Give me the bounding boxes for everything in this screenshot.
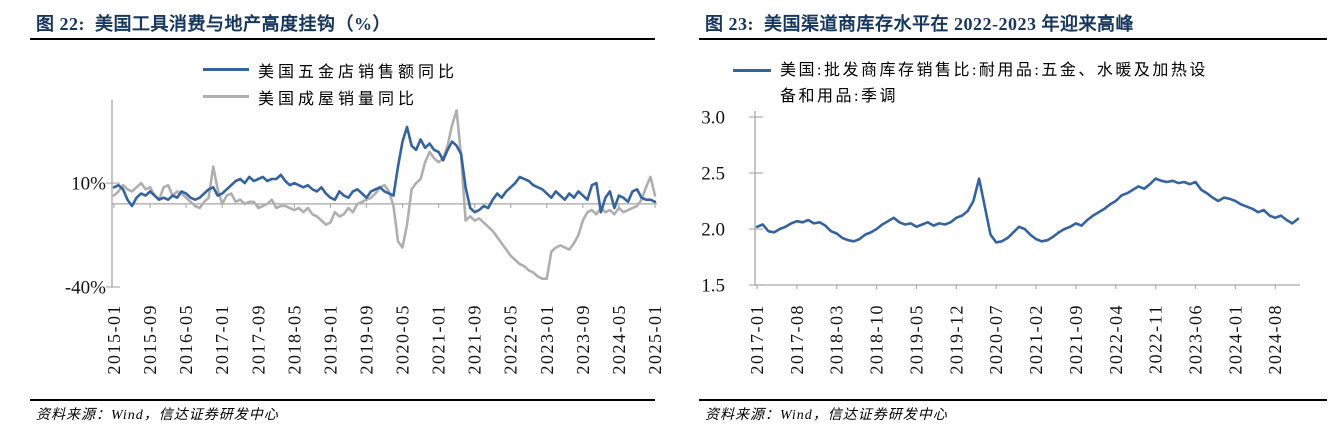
fig22-chart: 2015-01 2015-09 2016-05 2017-01 2017-09 2018-…	[65, 100, 665, 375]
fig23-title-rule	[699, 38, 1327, 41]
legend-label-existing-home-sales: 美国成屋销量同比	[258, 90, 419, 108]
x-tick-label: 2022-11	[1146, 304, 1166, 374]
x-tick-label: 2020-07	[986, 304, 1006, 375]
x-tick-label: 2023-09	[573, 304, 593, 375]
fig22-legend: 美国五金店销售额同比 美国成屋销量同比	[203, 56, 458, 110]
x-tick-label: 2018-05	[284, 304, 304, 375]
x-tick-label: 2025-01	[645, 304, 665, 375]
x-tick-label: 2021-02	[1026, 304, 1046, 375]
fig23-legend: 美国:批发商库存销售比:耐用品:五金、水暖及加热设备和用品:季调	[733, 58, 1210, 110]
x-tick-label: 2017-09	[248, 304, 268, 375]
y-tick-label: 2.5	[701, 164, 725, 185]
y-tick-label: 10%	[71, 174, 106, 195]
x-tick-label: 2017-01	[212, 304, 232, 375]
x-tick-label: 2021-09	[465, 304, 485, 375]
fig23-source-rule	[699, 399, 1327, 401]
y-tick-label: 2.0	[701, 220, 725, 241]
x-tick-label: 2021-09	[1066, 304, 1086, 375]
legend-item-hardware-sales: 美国五金店销售额同比	[203, 56, 458, 83]
x-tick-label: 2024-08	[1265, 304, 1285, 375]
fig23-source: 资料来源：Wind，信达证券研发中心	[705, 408, 948, 423]
legend-swatch-inventory-line	[733, 69, 771, 73]
x-tick-label: 2022-04	[1106, 304, 1126, 375]
fig22-source: 资料来源：Wind，信达证券研发中心	[36, 408, 279, 423]
x-tick-label: 2015-01	[104, 304, 124, 375]
series-line-0-0	[112, 125, 657, 214]
fig22-title: 图 22: 美国工具消费与地产高度挂钩（%）	[36, 14, 391, 34]
x-tick-label: 2021-01	[429, 304, 449, 375]
x-tick-label: 2017-01	[747, 304, 767, 375]
x-tick-label: 2018-03	[827, 304, 847, 375]
series-line-1-0	[755, 177, 1300, 244]
x-tick-label: 2019-12	[946, 304, 966, 375]
x-tick-label: 2023-06	[1185, 304, 1205, 375]
x-tick-label: 2023-01	[537, 304, 557, 375]
x-tick-label: 2020-05	[393, 304, 413, 375]
x-tick-label: 2015-09	[140, 304, 160, 375]
y-tick-label: 3.0	[701, 108, 725, 129]
x-tick-label: 2016-05	[176, 304, 196, 375]
y-tick-label: 1.5	[701, 276, 725, 297]
legend-swatch-blue-line	[203, 67, 249, 72]
legend-label-inventory-ratio: 美国:批发商库存销售比:耐用品:五金、水暖及加热设备和用品:季调	[780, 62, 1208, 105]
x-tick-label: 2019-05	[906, 304, 926, 375]
x-tick-label: 2019-09	[356, 304, 376, 375]
y-tick-label: -40%	[65, 278, 106, 299]
series-line-0-1	[112, 109, 657, 281]
fig22-title-rule	[30, 38, 655, 41]
x-tick-label: 2018-10	[867, 304, 887, 375]
legend-label-hardware-sales: 美国五金店销售额同比	[258, 63, 459, 81]
x-tick-label: 2024-01	[1225, 304, 1245, 375]
fig22-source-rule	[30, 399, 655, 401]
legend-item-existing-home-sales: 美国成屋销量同比	[203, 83, 458, 110]
x-tick-label: 2022-05	[501, 304, 521, 375]
fig23-title: 图 23: 美国渠道商库存水平在 2022-2023 年迎来高峰	[705, 14, 1134, 34]
x-tick-label: 2019-01	[320, 304, 340, 375]
legend-swatch-gray-line	[203, 94, 249, 99]
fig23-chart: 2017-01 2017-08 2018-03 2018-10 2019-05 2019-…	[701, 108, 1300, 375]
x-tick-label: 2017-08	[787, 304, 807, 375]
x-tick-label: 2024-05	[609, 304, 629, 375]
